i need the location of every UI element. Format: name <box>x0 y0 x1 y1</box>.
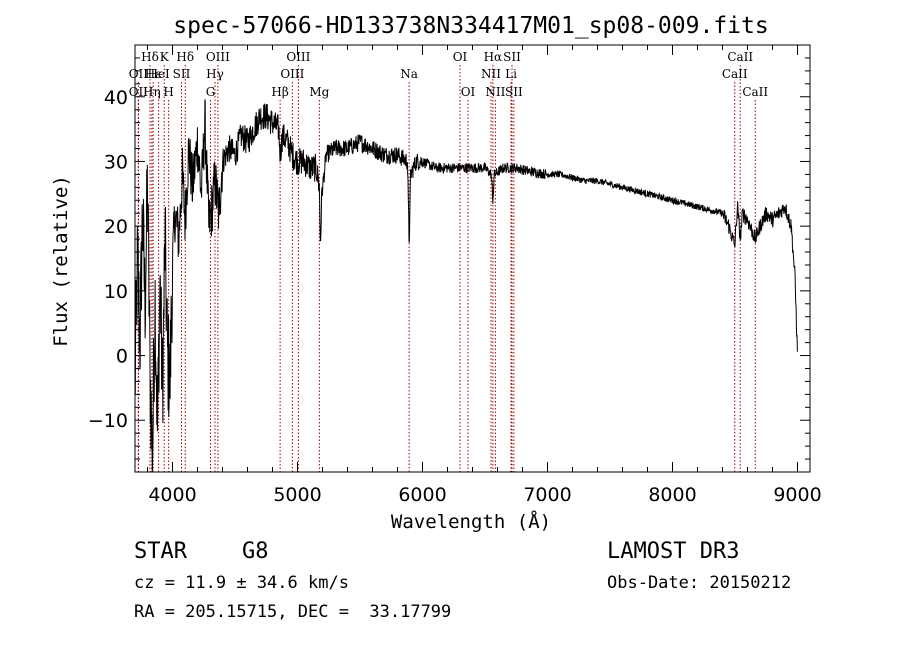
line-label: CaII <box>722 67 748 81</box>
line-label: Mg <box>309 85 329 99</box>
x-tick-label: 8000 <box>648 484 696 506</box>
x-tick-label: 9000 <box>773 484 821 506</box>
line-label: Hβ <box>271 85 288 99</box>
line-label: Hδ <box>141 50 159 64</box>
line-label: CaII <box>727 50 753 64</box>
line-label: Hε <box>145 67 162 81</box>
emission-line-markers <box>137 65 756 472</box>
object-class: STAR <box>134 539 187 564</box>
y-tick-label: 30 <box>104 151 128 173</box>
line-label: Na <box>400 67 418 81</box>
line-label: G <box>206 85 216 99</box>
plot-frame <box>134 44 811 473</box>
line-label: Hδ <box>176 50 194 64</box>
spectrum-line <box>134 99 798 473</box>
x-axis-label: Wavelength (Å) <box>391 510 551 533</box>
x-tick-labels: 4000 5000 6000 7000 8000 9000 <box>148 484 821 506</box>
line-label: K <box>160 50 170 64</box>
line-label: NII <box>485 85 505 99</box>
line-label: OIII <box>286 50 310 64</box>
chart-title: spec-57066-HD133738N334417M01_sp08-009.f… <box>173 13 768 39</box>
line-label: CaII <box>742 85 768 99</box>
x-tick-label: 5000 <box>273 484 321 506</box>
redshift-readout: cz = 11.9 ± 34.6 km/s <box>134 573 349 593</box>
line-label: NII <box>481 67 501 81</box>
line-label: OI <box>461 85 476 99</box>
object-subclass: G8 <box>242 539 269 564</box>
line-label: H <box>163 85 173 99</box>
line-label: OIII <box>206 50 230 64</box>
line-label: OIII <box>280 67 304 81</box>
x-tick-label: 6000 <box>398 484 446 506</box>
line-label: SII <box>503 50 521 64</box>
line-label: SII <box>173 67 191 81</box>
coordinates: RA = 205.15715, DEC = 33.17799 <box>134 602 452 622</box>
survey-name: LAMOST DR3 <box>607 539 740 564</box>
line-label: OI <box>453 50 468 64</box>
line-label: SII <box>505 85 523 99</box>
line-label: OII <box>129 85 149 99</box>
axis-ticks <box>135 44 810 473</box>
line-label: Hη <box>143 85 161 99</box>
y-tick-label: 40 <box>104 87 128 109</box>
line-label: Li <box>505 67 517 81</box>
y-tick-label: −10 <box>88 410 128 432</box>
y-axis-label: Flux (relative) <box>50 175 72 347</box>
y-tick-labels: −10 0 10 20 30 40 <box>88 87 128 432</box>
x-tick-label: 7000 <box>523 484 571 506</box>
line-label: Hα <box>484 50 503 64</box>
line-label: HeI <box>147 67 170 81</box>
y-tick-label: 10 <box>104 281 128 303</box>
line-label: OII <box>129 67 149 81</box>
obs-date: Obs-Date: 20150212 <box>607 573 792 593</box>
y-tick-label: 0 <box>116 346 128 368</box>
y-tick-label: 20 <box>104 216 128 238</box>
x-tick-label: 4000 <box>148 484 196 506</box>
line-label: Hγ <box>206 67 224 81</box>
